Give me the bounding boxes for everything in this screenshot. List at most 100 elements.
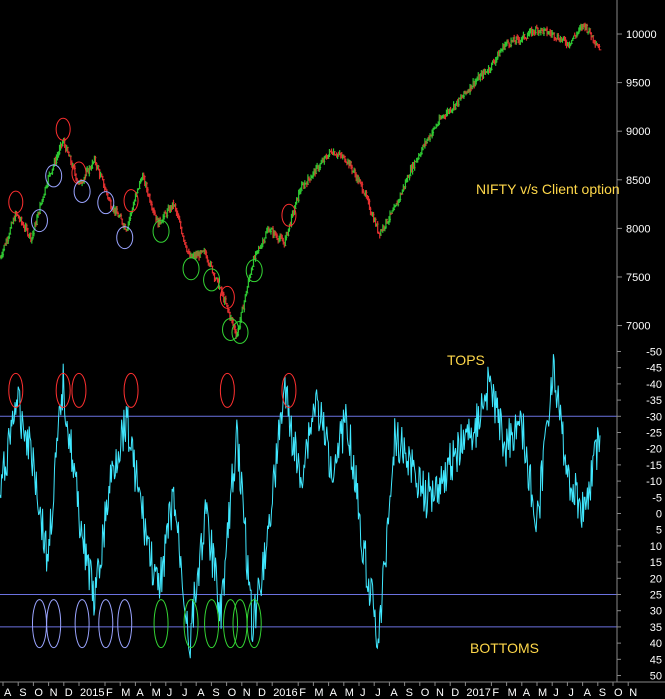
oscillator-bottom-marker-1 xyxy=(46,599,62,649)
price-tick-label: 7500 xyxy=(626,272,650,284)
x-axis-month-label: M xyxy=(345,687,354,699)
oscillator-axis-ticks: -50-45-40-35-30-25-20-15-10-505101520253… xyxy=(617,346,662,683)
x-axis-month-label: F xyxy=(492,687,499,699)
x-axis-month-label: N xyxy=(629,687,637,699)
oscillator-bottom-marker-7 xyxy=(204,599,220,649)
x-axis-month-label: S xyxy=(406,687,413,699)
oscillator-tick-label: 15 xyxy=(650,557,662,569)
x-axis-month-label: J xyxy=(553,687,559,699)
x-axis-month-label: D xyxy=(65,687,73,699)
oscillator-bottom-marker-10 xyxy=(246,599,262,649)
price-top-marker-1 xyxy=(55,117,71,141)
oscillator-series xyxy=(0,354,601,659)
x-axis-month-label: J xyxy=(360,687,366,699)
price-tick-label: 8500 xyxy=(626,175,650,187)
x-axis-month-label: D xyxy=(451,687,459,699)
price-tick-label: 8000 xyxy=(626,223,650,235)
price-top-marker-0 xyxy=(8,190,24,214)
price-top-marker-2 xyxy=(71,161,87,185)
x-axis-month-label: J xyxy=(167,687,173,699)
x-axis-month-label: O xyxy=(34,687,43,699)
price-tick-label: 9000 xyxy=(626,126,650,138)
x-axis-month-label: N xyxy=(50,687,58,699)
reference-lines xyxy=(0,415,617,628)
x-axis-month-label: O xyxy=(421,687,430,699)
x-axis-year-label: 2017 xyxy=(466,687,490,699)
x-axis-year-label: 2015 xyxy=(80,687,104,699)
oscillator-tick-label: -25 xyxy=(646,427,662,439)
x-axis-month-label: S xyxy=(212,687,219,699)
x-axis-month-label: N xyxy=(243,687,251,699)
oscillator-top-marker-4 xyxy=(219,372,235,408)
oscillator-tick-label: -45 xyxy=(646,363,662,375)
oscillator-bottom-marker-3 xyxy=(98,599,114,649)
x-axis-month-label: M xyxy=(152,687,161,699)
x-axis-month-label: M xyxy=(314,687,323,699)
x-axis-month-label: M xyxy=(121,687,130,699)
price-bottom-marker-2 xyxy=(73,179,91,203)
x-axis-month-label: S xyxy=(599,687,606,699)
x-axis-month-label: J xyxy=(568,687,574,699)
oscillator-tick-label: 10 xyxy=(650,541,662,553)
oscillator-tick-label: 0 xyxy=(656,509,662,521)
price-bottom-marker-6 xyxy=(182,257,200,281)
annotation-bottoms: BOTTOMS xyxy=(470,640,539,656)
oscillator-top-marker-3 xyxy=(123,372,139,408)
oscillator-tick-label: -20 xyxy=(646,444,662,456)
x-axis-month-label: J xyxy=(375,687,381,699)
x-axis-month-label: A xyxy=(584,687,592,699)
x-axis-month-label: D xyxy=(258,687,266,699)
x-axis-month-label: J xyxy=(182,687,188,699)
x-axis-month-label: M xyxy=(508,687,517,699)
price-bottom-marker-0 xyxy=(30,209,48,233)
annotation-tops: TOPS xyxy=(447,352,485,368)
price-bottom-marker-8 xyxy=(222,317,240,341)
oscillator-tick-label: -10 xyxy=(646,476,662,488)
annotation-nifty-client: NIFTY v/s Client option xyxy=(476,181,620,197)
oscillator-bottom-marker-4 xyxy=(117,599,133,649)
oscillator-tick-label: 5 xyxy=(656,525,662,537)
price-bottom-marker-9 xyxy=(231,320,249,344)
oscillator-bottom-marker-8 xyxy=(223,599,239,649)
x-axis-month-label: S xyxy=(19,687,26,699)
price-bottom-marker-1 xyxy=(45,164,63,188)
oscillator-tick-label: 50 xyxy=(650,671,662,683)
x-axis-month-label: M xyxy=(538,687,547,699)
oscillator-top-marker-1 xyxy=(55,372,71,408)
x-axis-month-label: O xyxy=(614,687,623,699)
x-axis-month-label: F xyxy=(106,687,113,699)
x-axis-month-label: A xyxy=(330,687,338,699)
oscillator-tick-label: -50 xyxy=(646,346,662,358)
price-axis-ticks: 7000 7500 8000 8500 9000 9500 10000 xyxy=(617,29,657,333)
oscillator-line xyxy=(0,354,601,659)
oscillator-top-marker-2 xyxy=(71,372,87,408)
x-axis-month-label: A xyxy=(4,687,12,699)
oscillator-tick-label: -40 xyxy=(646,379,662,391)
price-bottom-marker-4 xyxy=(116,226,134,250)
oscillator-tick-label: 45 xyxy=(650,654,662,666)
markers xyxy=(8,117,297,649)
oscillator-tick-label: -30 xyxy=(646,411,662,423)
oscillator-tick-label: -5 xyxy=(652,492,662,504)
x-axis-month-label: O xyxy=(228,687,237,699)
oscillator-tick-label: 35 xyxy=(650,622,662,634)
oscillator-tick-label: -15 xyxy=(646,460,662,472)
oscillator-tick-label: 25 xyxy=(650,590,662,602)
price-bottom-marker-5 xyxy=(152,219,170,243)
x-axis-month-label: A xyxy=(136,687,144,699)
oscillator-bottom-marker-2 xyxy=(74,599,90,649)
oscillator-bottom-marker-6 xyxy=(183,599,199,649)
oscillator-tick-label: -35 xyxy=(646,395,662,407)
price-top-marker-4 xyxy=(219,285,235,309)
x-axis-month-label: A xyxy=(523,687,531,699)
price-tick-label: 10000 xyxy=(626,29,657,41)
price-bottom-marker-10 xyxy=(245,259,263,283)
oscillator-top-marker-0 xyxy=(8,372,24,408)
price-bottom-marker-7 xyxy=(203,268,221,292)
oscillator-tick-label: 30 xyxy=(650,606,662,618)
oscillator-bottom-marker-5 xyxy=(153,599,169,649)
x-axis-year-label: 2016 xyxy=(273,687,297,699)
x-axis-month-label: F xyxy=(299,687,306,699)
